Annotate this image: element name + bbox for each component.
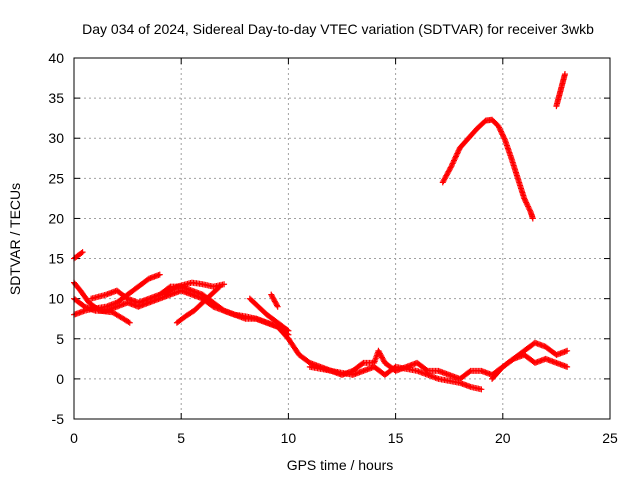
x-tick-label: 20 (495, 430, 511, 446)
data-point (359, 360, 366, 367)
y-tick-label: 30 (48, 130, 64, 146)
x-tick-label: 25 (602, 430, 618, 446)
data-point (447, 164, 454, 171)
y-tick-label: 0 (56, 371, 64, 387)
data-point (501, 135, 508, 142)
data-point (284, 326, 291, 333)
y-tick-label: 5 (56, 331, 64, 347)
series-arc-7 (161, 279, 228, 298)
data-point (498, 128, 505, 135)
data-point (500, 132, 507, 139)
series-arc-2 (71, 271, 163, 318)
y-tick-label: -5 (52, 411, 65, 427)
x-tick-label: 0 (70, 430, 78, 446)
data-point (126, 319, 133, 326)
data-point (79, 249, 86, 256)
data-point (497, 127, 504, 134)
data-point (172, 284, 179, 291)
y-axis-label: SDTVAR / TECUs (7, 183, 23, 295)
series-arc-11 (306, 363, 485, 393)
chart-title: Day 034 of 2024, Sidereal Day-to-day VTE… (82, 21, 594, 37)
x-tick-label: 15 (388, 430, 404, 446)
data-point (564, 347, 571, 354)
data-point (500, 134, 507, 141)
data-point (521, 195, 528, 202)
data-points (71, 71, 571, 393)
data-point (466, 368, 473, 375)
y-tick-label: 20 (48, 210, 64, 226)
data-point (561, 71, 568, 78)
series-arc-14 (553, 71, 568, 110)
data-point (529, 215, 536, 222)
y-tick-label: 25 (48, 170, 64, 186)
data-point (495, 123, 502, 130)
grid (74, 58, 610, 419)
data-point (478, 386, 485, 393)
y-tick-label: 15 (48, 251, 64, 267)
data-point (523, 199, 530, 206)
data-point (525, 203, 532, 210)
data-point (221, 281, 228, 288)
data-point (525, 204, 532, 211)
data-point (285, 327, 292, 334)
series-arc-13 (439, 116, 536, 222)
series-arc-9 (268, 291, 281, 310)
x-axis-label: GPS time / hours (287, 457, 394, 473)
data-point (564, 363, 571, 370)
data-point (527, 207, 534, 214)
data-point (156, 271, 163, 278)
data-point (496, 124, 503, 131)
x-tick-labels: 0 5 10 15 20 25 (70, 430, 618, 446)
x-tick-label: 10 (281, 430, 297, 446)
data-point (273, 302, 280, 309)
data-point (125, 318, 132, 325)
y-tick-labels: -5 0 5 10 15 20 25 30 35 40 (48, 50, 64, 427)
data-point (496, 125, 503, 132)
data-point (78, 250, 85, 257)
series-arc-6 (173, 283, 223, 326)
data-point (522, 198, 529, 205)
series-arc-12 (489, 339, 571, 382)
series-arc-8 (246, 295, 292, 334)
data-point (526, 206, 533, 213)
axis-ticks (73, 57, 611, 420)
data-point (499, 131, 506, 138)
series-arc-1 (71, 249, 86, 262)
data-point (274, 303, 281, 310)
data-point (524, 202, 531, 209)
plot-frame (73, 57, 611, 420)
data-point (523, 200, 530, 207)
data-point (498, 130, 505, 137)
y-tick-label: 40 (48, 50, 64, 66)
y-tick-label: 35 (48, 90, 64, 106)
data-point (521, 196, 528, 203)
y-tick-label: 10 (48, 291, 64, 307)
x-tick-label: 5 (177, 430, 185, 446)
